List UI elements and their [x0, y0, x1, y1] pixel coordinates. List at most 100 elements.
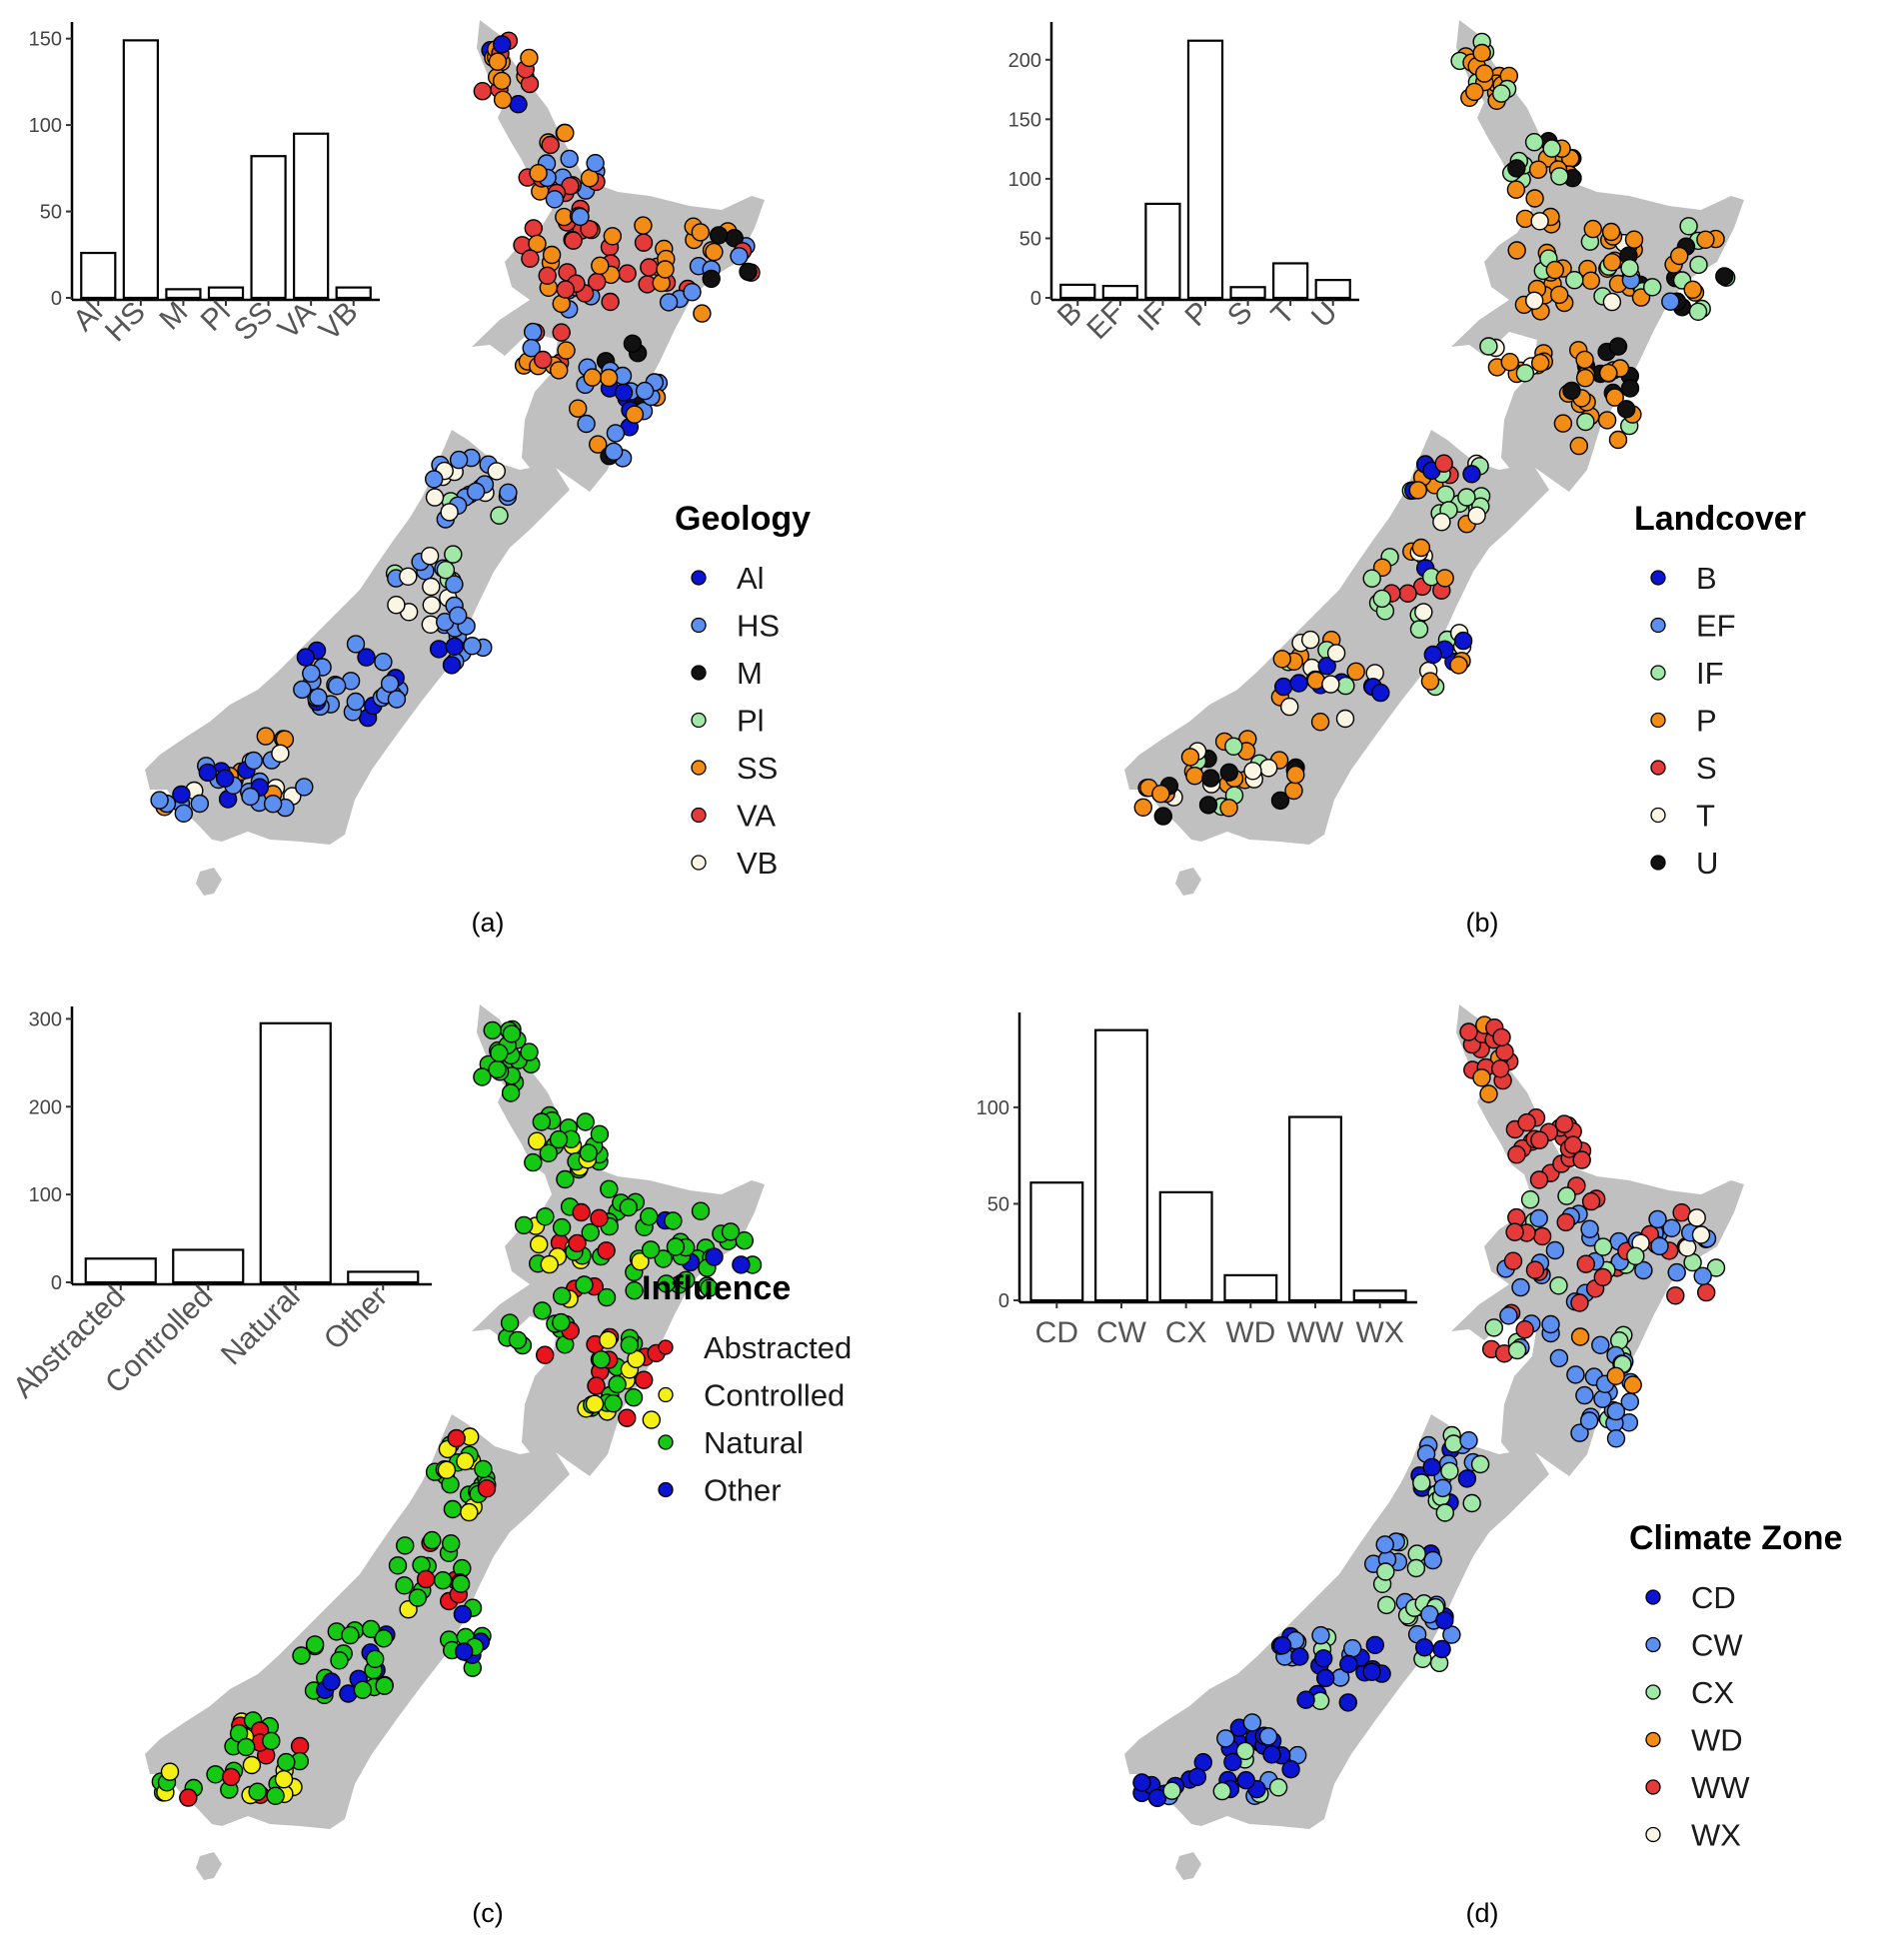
- legend-swatch: [1650, 760, 1666, 776]
- site-marker: [1365, 1635, 1384, 1655]
- site-marker: [483, 1020, 502, 1040]
- site-marker: [1201, 769, 1220, 788]
- site-marker: [1593, 1237, 1613, 1256]
- site-marker: [556, 123, 575, 143]
- site-marker: [624, 1388, 644, 1407]
- site-marker: [330, 1651, 349, 1670]
- site-marker: [262, 1731, 281, 1751]
- site-marker: [353, 1680, 373, 1699]
- site-marker: [1281, 1760, 1300, 1779]
- site-marker: [1545, 260, 1564, 280]
- site-marker: [1545, 1240, 1565, 1260]
- site-marker: [556, 1169, 575, 1189]
- site-markers: [151, 1019, 763, 1807]
- site-marker: [172, 785, 191, 805]
- legend-title: Geology: [675, 500, 811, 538]
- site-marker: [631, 1252, 650, 1271]
- site-marker: [666, 1237, 686, 1256]
- legend-swatch: [691, 665, 707, 681]
- site-marker: [557, 341, 576, 360]
- site-marker: [524, 1152, 543, 1172]
- bar: [172, 1248, 245, 1284]
- site-marker: [449, 606, 468, 625]
- site-marker: [601, 292, 620, 312]
- site-marker: [477, 1479, 497, 1498]
- panel-caption: (a): [472, 908, 505, 938]
- site-marker: [341, 1625, 360, 1645]
- site-marker: [1550, 167, 1569, 186]
- site-marker: [1484, 1318, 1503, 1337]
- legend-swatch: [691, 617, 707, 634]
- site-marker: [456, 1451, 475, 1471]
- x-tick-label: CX: [1165, 1316, 1207, 1349]
- site-marker: [528, 234, 547, 254]
- bar: [1223, 1273, 1278, 1302]
- legend-label: Natural: [704, 1425, 804, 1460]
- site-marker: [1528, 160, 1548, 179]
- legend-swatch: [1650, 665, 1666, 681]
- site-marker: [538, 266, 557, 285]
- site-marker: [1529, 1208, 1548, 1228]
- legend-swatch: [1645, 1636, 1661, 1653]
- site-markers: [1133, 32, 1736, 826]
- site-marker: [579, 1143, 598, 1162]
- site-marker: [1409, 620, 1429, 639]
- bar: [1094, 1028, 1148, 1302]
- site-marker: [635, 1370, 654, 1389]
- site-marker: [533, 1301, 552, 1320]
- site-marker: [174, 804, 194, 823]
- site-marker: [1580, 1219, 1599, 1238]
- site-marker: [1289, 674, 1308, 693]
- bar: [1029, 1181, 1084, 1302]
- bar: [347, 1270, 420, 1284]
- site-marker: [568, 1233, 587, 1253]
- site-marker: [440, 503, 459, 522]
- site-marker: [536, 1207, 555, 1226]
- site-marker: [1376, 1562, 1395, 1581]
- legend-label: M: [737, 656, 763, 691]
- bar: [1352, 1289, 1407, 1302]
- site-marker: [423, 1530, 442, 1550]
- site-marker: [1465, 82, 1484, 102]
- site-marker: [522, 339, 541, 358]
- site-marker: [1321, 675, 1340, 694]
- site-marker: [1422, 1457, 1441, 1477]
- site-marker: [1462, 465, 1481, 484]
- legend-swatch: [691, 760, 707, 776]
- site-marker: [1678, 1238, 1697, 1257]
- site-marker: [1687, 1208, 1706, 1227]
- site-marker: [580, 219, 599, 239]
- site-marker: [242, 1755, 262, 1775]
- site-marker: [549, 1129, 569, 1149]
- site-marker: [585, 1394, 605, 1413]
- x-tick-label: VA: [272, 296, 322, 346]
- legend-label: EF: [1696, 609, 1736, 644]
- site-marker: [1549, 1276, 1568, 1295]
- site-marker: [463, 637, 482, 656]
- legend-label: T: [1696, 799, 1715, 834]
- site-marker: [322, 1672, 341, 1691]
- site-marker: [346, 635, 366, 654]
- x-tick-label: M: [153, 296, 194, 337]
- site-marker: [1689, 255, 1708, 275]
- bar: [1229, 286, 1266, 300]
- site-marker: [1693, 1266, 1712, 1285]
- site-marker: [1679, 217, 1698, 236]
- site-marker: [1620, 379, 1640, 398]
- site-marker: [1507, 1144, 1526, 1164]
- legend-title: Influence: [642, 1269, 791, 1307]
- site-marker: [635, 381, 655, 401]
- site-marker: [150, 791, 169, 810]
- x-tick-label: WW: [1287, 1316, 1344, 1349]
- site-marker: [302, 664, 321, 683]
- site-marker: [1219, 763, 1239, 782]
- site-marker: [614, 383, 634, 402]
- site-marker: [705, 242, 724, 262]
- site-markers: [150, 31, 761, 823]
- site-marker: [437, 1460, 457, 1479]
- site-marker: [1185, 767, 1204, 786]
- site-marker: [1132, 1773, 1151, 1792]
- site-marker: [444, 545, 463, 564]
- legend-label: WX: [1691, 1818, 1741, 1853]
